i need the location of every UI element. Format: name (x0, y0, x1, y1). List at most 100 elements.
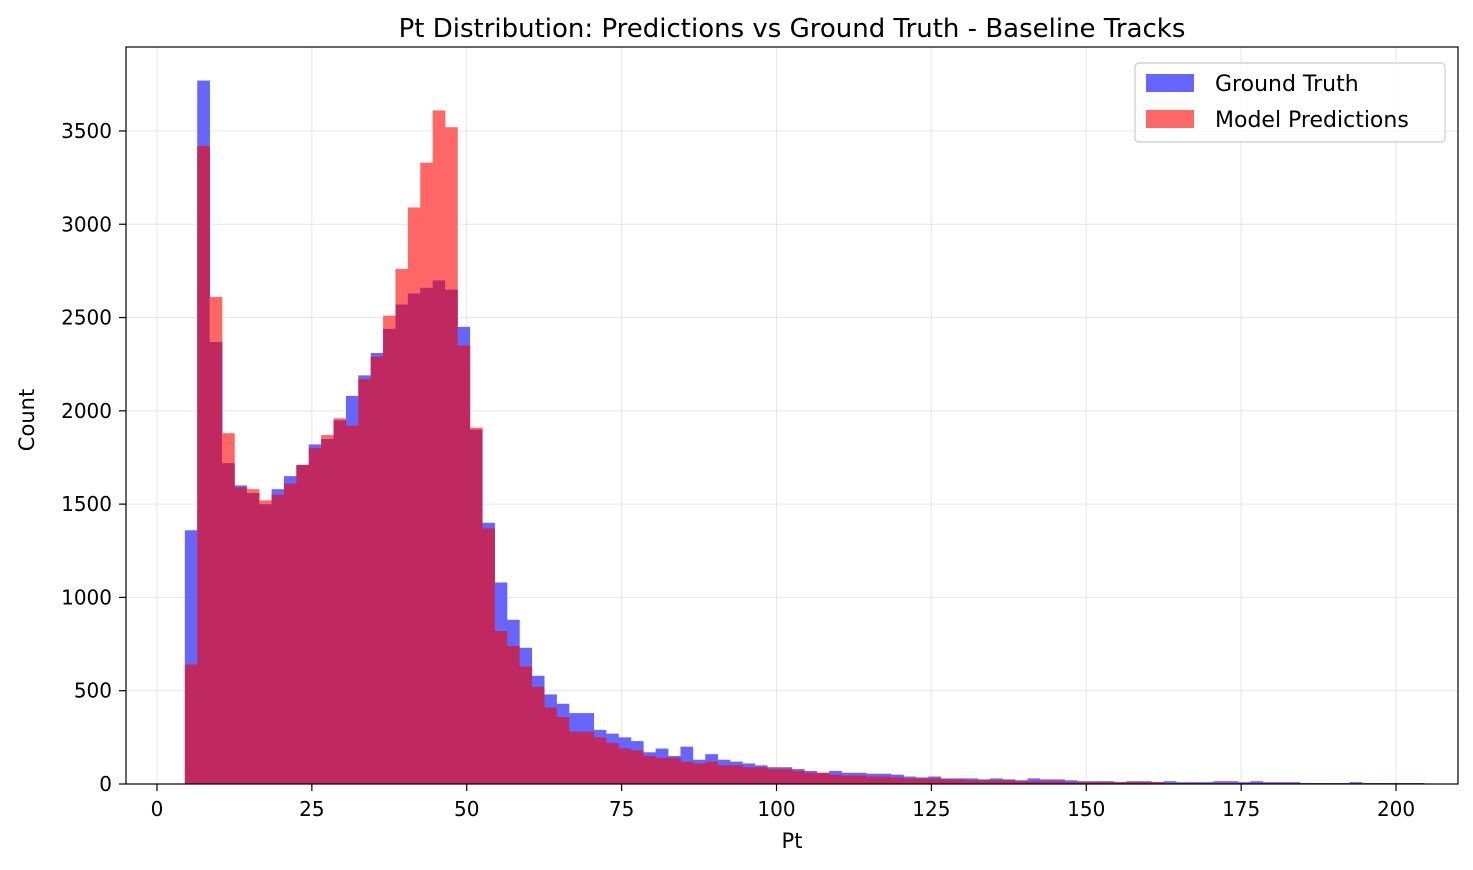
histogram-bar-overlap (333, 420, 347, 784)
legend-swatch-ground-truth (1146, 74, 1194, 92)
histogram-bar-model-predictions (420, 162, 433, 288)
histogram-bar-model-predictions (259, 500, 272, 505)
histogram-bar-overlap (680, 761, 694, 784)
x-tick-label: 100 (757, 797, 795, 821)
histogram-bar-overlap (1052, 781, 1065, 784)
histogram-bar-overlap (469, 429, 483, 784)
y-tick-label: 1000 (61, 585, 112, 609)
histogram-bar-overlap (296, 464, 310, 784)
histogram-bar-overlap (383, 328, 396, 784)
histogram-bar-overlap (1076, 782, 1090, 784)
x-tick-label: 75 (609, 797, 634, 821)
histogram-bar-overlap (395, 304, 409, 784)
histogram-bar-model-predictions (395, 269, 409, 305)
histogram-bar-model-predictions (407, 207, 421, 294)
histogram-bar-overlap (1027, 781, 1041, 784)
histogram-bar-overlap (544, 707, 557, 784)
histogram-bar-overlap (507, 645, 520, 784)
histogram-bar-overlap (445, 289, 458, 784)
histogram-bar-overlap (420, 287, 433, 784)
histogram-bar-overlap (717, 765, 731, 784)
histogram-bar-overlap (953, 779, 966, 784)
legend-label-model-predictions: Model Predictions (1215, 108, 1409, 133)
histogram-bar-ground-truth (1163, 781, 1177, 784)
histogram-bar-model-predictions (222, 433, 235, 464)
y-tick-label: 3500 (61, 119, 112, 143)
histogram-bar-model-predictions (246, 489, 260, 493)
y-tick-label: 500 (74, 679, 112, 703)
histogram-bar-overlap (668, 757, 681, 784)
histogram-bar-model-predictions (333, 418, 347, 421)
histogram-bar-overlap (271, 494, 285, 784)
histogram-bar-overlap (1002, 780, 1016, 784)
y-axis-ticks: 0 500 1000 1500 2000 2500 3000 3500 (61, 119, 126, 796)
histogram-bar-model-predictions (445, 127, 458, 290)
histogram-bar-overlap (630, 750, 644, 784)
histogram-bar-overlap (816, 772, 830, 784)
histogram-bar-overlap (829, 774, 842, 784)
histogram-bar-model-predictions (469, 427, 483, 430)
histogram-bar-overlap (1015, 781, 1028, 784)
histogram-bar-overlap (792, 770, 805, 784)
histogram-bar-overlap (1114, 782, 1127, 784)
histogram-bar-overlap (779, 769, 793, 784)
histogram-bar-overlap (581, 731, 595, 784)
histogram-bar-ground-truth (1225, 781, 1239, 784)
histogram-bar-overlap (358, 379, 372, 784)
histogram-bar-overlap (866, 776, 880, 784)
histogram-bar-overlap (730, 765, 743, 784)
histogram-bar-overlap (494, 631, 508, 784)
histogram-bar-overlap (965, 780, 979, 784)
histogram-bar-overlap (283, 483, 297, 784)
chart-title: Pt Distribution: Predictions vs Ground T… (399, 14, 1186, 44)
histogram-bar-overlap (1151, 782, 1165, 784)
histogram-bar-overlap (482, 528, 495, 784)
x-tick-label: 150 (1067, 797, 1105, 821)
histogram-bar-overlap (853, 775, 867, 784)
histogram-bar-model-predictions (209, 297, 223, 342)
x-tick-label: 125 (912, 797, 950, 821)
histogram-bar-overlap (593, 737, 607, 784)
y-tick-label: 1500 (61, 492, 112, 516)
histogram-bar-overlap (767, 769, 780, 784)
x-axis-label: Pt (782, 829, 803, 853)
histogram-bar-overlap (432, 280, 446, 784)
histogram-bar-overlap (742, 767, 756, 784)
histogram-bar-overlap (940, 779, 954, 784)
histogram-bar-overlap (754, 767, 768, 784)
histogram-bar-overlap (370, 356, 384, 784)
histogram-bar-overlap (531, 686, 545, 784)
histogram-bar-overlap (903, 778, 917, 784)
histogram-bar-overlap (1126, 782, 1140, 784)
histogram-bar-overlap (618, 748, 632, 784)
histogram-bar-overlap (222, 463, 235, 784)
legend-label-ground-truth: Ground Truth (1215, 72, 1359, 97)
prediction-bars (184, 110, 1425, 784)
histogram-bar-model-predictions (383, 315, 396, 329)
y-tick-label: 2000 (61, 399, 112, 423)
histogram-bar-overlap (655, 757, 669, 784)
plot-frame (125, 46, 1459, 785)
histogram-bar-overlap (891, 777, 904, 784)
legend-box (1134, 62, 1446, 143)
histogram-bar-model-predictions (432, 110, 446, 281)
histogram-bar-overlap (915, 778, 929, 784)
histogram-bar-overlap (197, 145, 210, 784)
histogram-bar-overlap (234, 487, 248, 784)
x-tick-label: 0 (151, 797, 164, 821)
histogram-bar-overlap (1101, 782, 1115, 784)
histogram-bar-overlap (705, 761, 718, 784)
histogram-bar-overlap (928, 778, 941, 784)
histogram-bar-overlap (1064, 782, 1078, 784)
x-tick-label: 50 (454, 797, 479, 821)
y-tick-label: 3000 (61, 212, 112, 236)
y-axis-label: Count (15, 389, 39, 451)
y-tick-label: 2500 (61, 306, 112, 330)
histogram-bar-overlap (407, 293, 421, 784)
histogram-bar-overlap (841, 775, 855, 784)
histogram-bar-model-predictions (321, 435, 334, 439)
x-axis-ticks: 0 25 50 75 100 125 150 175 200 (151, 784, 1415, 821)
histogram-bar-ground-truth (1250, 781, 1264, 784)
histogram-bar-overlap (1138, 782, 1152, 784)
